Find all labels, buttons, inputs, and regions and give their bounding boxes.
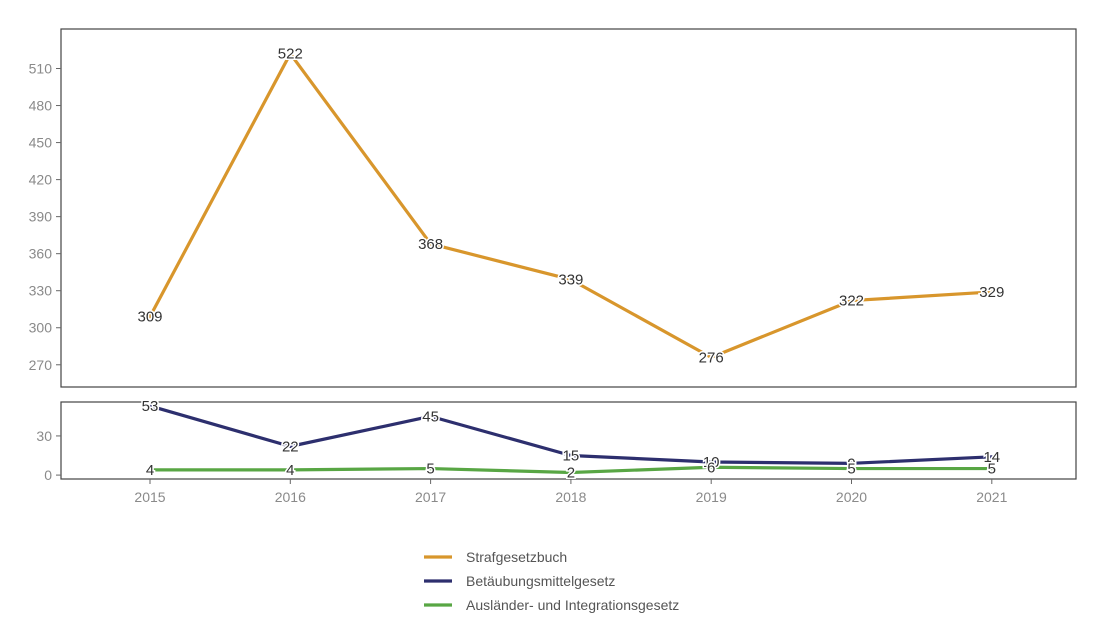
- y-tick-label: 390: [29, 209, 53, 225]
- y-tick-label: 330: [29, 283, 53, 299]
- data-label: 14: [983, 449, 1000, 466]
- legend-label: Betäubungsmittelgesetz: [466, 573, 615, 589]
- y-tick-label: 510: [29, 61, 53, 77]
- x-tick-label: 2018: [555, 489, 586, 505]
- bottom-panel-y-axis: 0 30: [36, 428, 61, 483]
- legend-label: Strafgesetzbuch: [466, 549, 567, 565]
- data-label: 522: [278, 46, 303, 63]
- x-tick-label: 2020: [836, 489, 867, 505]
- top-panel-y-axis: 270 300 330 360 390 420 450 480 510: [29, 61, 61, 373]
- data-label: 5: [426, 461, 434, 478]
- x-tick-label: 2017: [415, 489, 446, 505]
- y-tick-label: 270: [29, 357, 53, 373]
- y-tick-label: 30: [36, 428, 52, 444]
- data-label: 10: [703, 454, 720, 471]
- x-tick-label: 2016: [275, 489, 306, 505]
- data-label: 15: [563, 448, 580, 465]
- legend-item: Strafgesetzbuch: [424, 549, 567, 565]
- data-label: 45: [422, 408, 439, 425]
- data-label: 5: [847, 461, 855, 478]
- x-tick-label: 2021: [976, 489, 1007, 505]
- data-label: 368: [418, 236, 443, 253]
- data-label: 339: [558, 272, 583, 289]
- data-label: 5: [988, 461, 996, 478]
- series-line-strafgesetzbuch: [148, 52, 994, 359]
- data-label: 329: [979, 284, 1004, 301]
- legend-item: Betäubungsmittelgesetz: [424, 573, 615, 589]
- x-tick-label: 2015: [134, 489, 165, 505]
- series-lines: [148, 52, 994, 475]
- data-label: 309: [137, 309, 162, 326]
- data-label: 322: [839, 293, 864, 310]
- data-label: 2: [567, 464, 575, 481]
- data-label: 9: [847, 455, 855, 472]
- data-label: 4: [286, 462, 294, 479]
- legend-item: Ausländer- und Integrationsgesetz: [424, 597, 679, 613]
- x-axis: 2015 2016 2017 2018 2019 2020 2021: [134, 479, 1008, 505]
- y-tick-label: 300: [29, 320, 53, 336]
- data-label: 53: [142, 398, 159, 415]
- y-tick-label: 480: [29, 98, 53, 114]
- legend: Strafgesetzbuch Betäubungsmittelgesetz Aus…: [424, 549, 679, 613]
- top-panel-frame: [60, 28, 1077, 388]
- data-label: 4: [146, 462, 154, 479]
- data-label: 6: [707, 459, 715, 476]
- data-label: 276: [699, 349, 724, 366]
- series-line-bet-ubungsmittelgesetz: [148, 404, 994, 465]
- y-tick-label: 360: [29, 246, 53, 262]
- y-tick-label: 450: [29, 135, 53, 151]
- bottom-panel-frame: [60, 401, 1077, 480]
- x-tick-label: 2019: [696, 489, 727, 505]
- y-tick-label: 0: [44, 467, 52, 483]
- y-tick-label: 420: [29, 172, 53, 188]
- legend-label: Ausländer- und Integrationsgesetz: [466, 597, 679, 613]
- data-label: 22: [282, 438, 299, 455]
- series-line-ausl-nder-und-integrationsgesetz: [148, 465, 994, 475]
